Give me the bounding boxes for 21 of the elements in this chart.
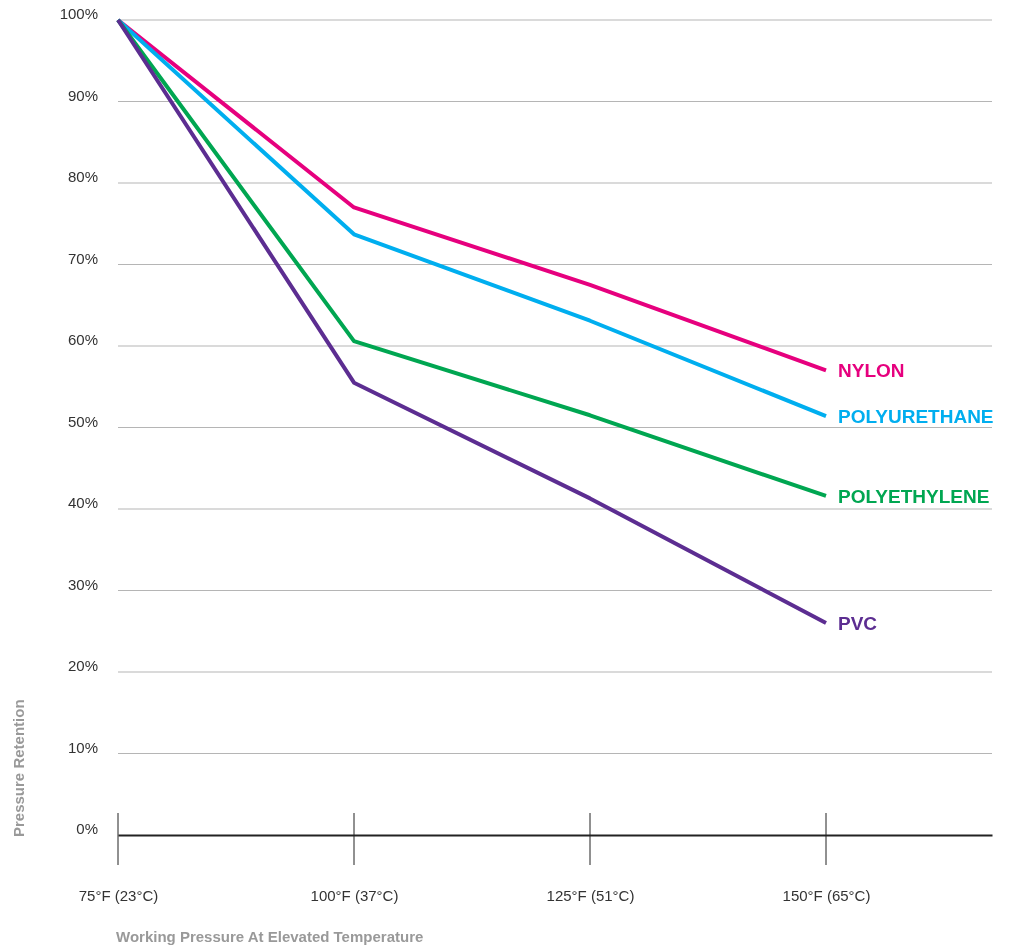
y-tick-label: 50% xyxy=(67,412,98,430)
x-tick-label: 150°F (65°C) xyxy=(782,886,871,904)
y-tick-label: 30% xyxy=(67,575,98,593)
y-tick-label: 100% xyxy=(59,5,98,22)
y-tick-label: 80% xyxy=(67,168,98,185)
x-tick-label: 75°F (23°C) xyxy=(78,886,159,904)
y-tick-label: 70% xyxy=(67,249,98,267)
y-tick-label: 60% xyxy=(67,331,98,348)
series-label: NYLON xyxy=(838,360,905,382)
x-tick-label: 100°F (37°C) xyxy=(310,886,399,904)
y-tick-label: 0% xyxy=(76,820,98,837)
series-label: POLYETHYLENE xyxy=(838,485,990,507)
y-axis-title: Pressure Retention xyxy=(10,699,27,837)
series-label: POLYURETHANE xyxy=(838,405,994,427)
x-axis-title: Working Pressure At Elevated Temperature xyxy=(116,928,424,945)
y-tick-label: 90% xyxy=(67,86,98,104)
y-tick-label: 20% xyxy=(67,657,98,674)
series-label: PVC xyxy=(838,612,878,634)
y-tick-label: 10% xyxy=(67,738,98,756)
x-tick-label: 125°F (51°C) xyxy=(546,886,635,904)
y-tick-label: 40% xyxy=(67,494,98,511)
